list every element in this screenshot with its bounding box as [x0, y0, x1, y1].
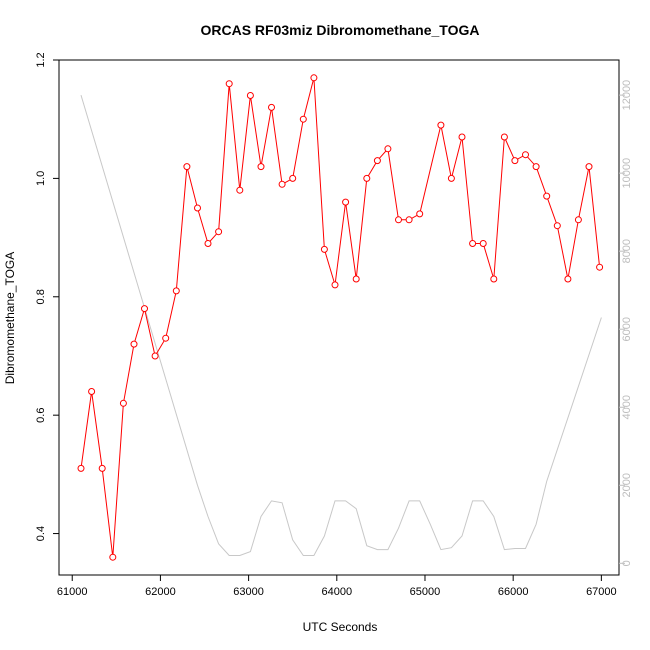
data-point	[141, 305, 148, 313]
data-point	[183, 163, 191, 171]
data-point	[278, 180, 286, 188]
y2-tick-label: 10000	[621, 158, 633, 189]
data-point	[511, 157, 519, 165]
data-point	[395, 216, 402, 224]
data-point	[363, 174, 371, 182]
x-tick-label: 65000	[410, 586, 441, 598]
y2-tick-label: 12000	[621, 80, 633, 111]
data-point	[447, 174, 455, 182]
plot-frame	[58, 59, 620, 576]
data-point	[532, 163, 540, 171]
y2-tick-label: 8000	[621, 239, 633, 263]
data-point	[215, 228, 223, 236]
secondary-series-line	[80, 94, 602, 556]
y-axis: 0.4 0.6 0.8 1.0 1.2	[35, 52, 59, 541]
x-tick-label: 67000	[586, 586, 617, 598]
data-point	[458, 133, 466, 141]
data-point	[543, 192, 551, 200]
y2-tick-label: 2000	[621, 473, 633, 497]
y2-tick-label: 0	[621, 560, 633, 566]
y-axis-label: Dibromomethane_TOGA	[3, 252, 17, 385]
data-point	[162, 334, 170, 342]
data-point	[405, 216, 413, 224]
data-point	[479, 240, 487, 247]
x-axis-label: UTC Seconds	[303, 620, 378, 634]
data-point	[320, 245, 328, 253]
data-point	[299, 115, 307, 123]
data-point	[416, 210, 424, 218]
data-point	[522, 151, 529, 159]
data-point	[257, 163, 265, 171]
data-point	[585, 163, 593, 171]
x-tick-label: 61000	[57, 586, 88, 598]
x-axis: 61000 62000 63000 64000 65000 66000 67000	[57, 575, 617, 598]
data-point	[98, 464, 106, 472]
data-point	[246, 92, 254, 99]
data-point	[119, 399, 127, 407]
data-point	[384, 145, 392, 153]
y-tick-label: 1.0	[35, 171, 47, 186]
data-point	[172, 287, 180, 295]
y-tick-label: 1.2	[35, 52, 47, 67]
series-layer	[77, 74, 604, 561]
y-tick-label: 0.8	[35, 289, 47, 304]
data-point	[310, 74, 318, 82]
data-point	[236, 186, 244, 194]
data-point	[331, 281, 339, 289]
data-point	[596, 263, 604, 271]
data-point	[289, 174, 297, 182]
y2-tick-label: 4000	[621, 395, 633, 419]
data-point	[225, 80, 233, 88]
data-point	[553, 222, 561, 230]
data-point	[151, 352, 159, 360]
y2-tick-label: 6000	[621, 317, 633, 341]
chart-title: ORCAS RF03miz Dibromomethane_TOGA	[200, 22, 479, 38]
data-point	[437, 121, 445, 129]
data-point	[88, 388, 96, 395]
data-point	[130, 340, 138, 348]
data-point	[194, 204, 201, 212]
y-tick-label: 0.4	[35, 526, 47, 541]
data-point	[204, 240, 212, 247]
x-tick-label: 64000	[321, 586, 352, 598]
data-point	[268, 103, 275, 111]
data-point	[564, 275, 572, 283]
data-point	[77, 464, 85, 472]
y-tick-label: 0.6	[35, 408, 47, 423]
data-point	[352, 275, 360, 283]
x-tick-label: 63000	[233, 586, 264, 598]
data-point	[373, 157, 381, 165]
data-point	[574, 216, 582, 224]
data-point	[109, 553, 117, 561]
data-point	[490, 275, 498, 283]
data-point	[342, 198, 350, 206]
secondary-y-axis: 0 2000 4000 6000 8000 10000 12000	[619, 80, 633, 566]
x-tick-label: 62000	[145, 586, 176, 598]
data-point	[500, 133, 508, 141]
data-point	[469, 240, 477, 247]
x-tick-label: 66000	[498, 586, 529, 598]
